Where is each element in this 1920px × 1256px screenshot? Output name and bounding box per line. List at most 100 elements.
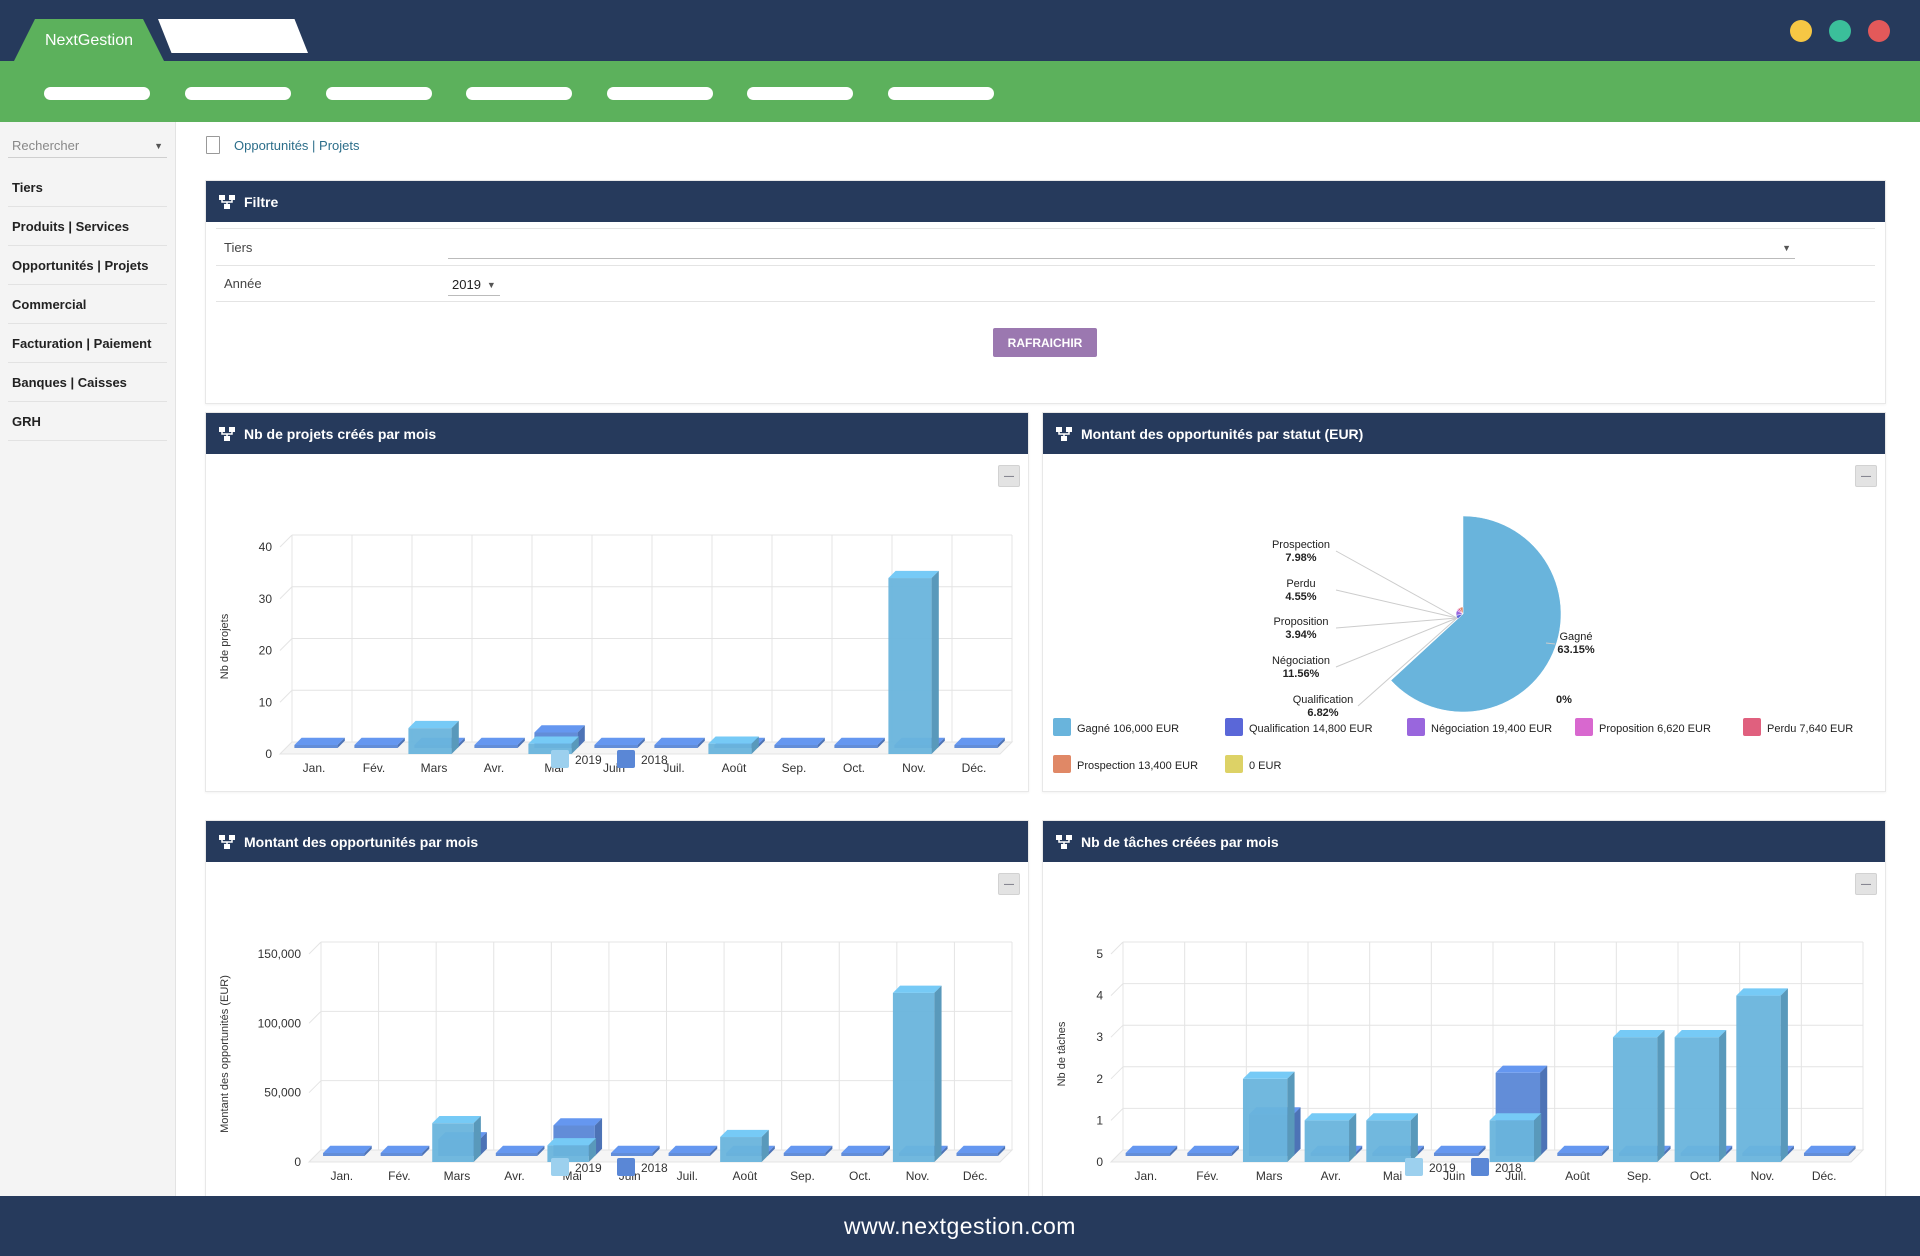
bar-top-2018-Juin: [610, 1145, 660, 1153]
bar-2018-Avr.: [495, 1153, 538, 1156]
bar-side-2018-Mai: [577, 725, 585, 748]
pie-slice-Prospection: [1459, 606, 1464, 615]
menu-item-7[interactable]: [888, 87, 994, 100]
menu-item-6[interactable]: [747, 87, 853, 100]
projects-chart-header: Nb de projets créés par mois: [206, 413, 1028, 454]
pie-data-pct: 3.94%: [1285, 629, 1316, 641]
sidebar-item-tiers[interactable]: Tiers: [8, 168, 167, 207]
legend-label-2019: 2019: [1429, 1161, 1456, 1175]
menu-item-5[interactable]: [607, 87, 713, 100]
bar-top-2018-Déc.: [956, 1145, 1006, 1153]
legend-label-2018: 2018: [641, 1161, 668, 1175]
bar-top-2018-Jan.: [1125, 1145, 1178, 1153]
close-button[interactable]: [1868, 20, 1890, 42]
bar-top-2019-Oct.: [1674, 1030, 1727, 1038]
bar-2018-Déc.: [956, 1153, 998, 1156]
sitemap-icon: [219, 426, 235, 441]
pie-data-pct: 0%: [1556, 694, 1572, 706]
bar-2018-Sep.: [783, 1153, 826, 1156]
sidebar-item-facturation[interactable]: Facturation | Paiement: [8, 324, 167, 363]
bar-side-2018-Avr.: [517, 737, 525, 748]
breadcrumb-link[interactable]: Opportunités | Projets: [234, 137, 360, 153]
gridline-depth: [279, 638, 293, 651]
bar-side-2018-Jan.: [1170, 1145, 1178, 1156]
menu-item-4[interactable]: [466, 87, 572, 100]
menu-item-2[interactable]: [185, 87, 291, 100]
y-tick-label: 1: [1096, 1113, 1103, 1127]
sidebar-item-produits[interactable]: Produits | Services: [8, 207, 167, 246]
bar-2018-Oct.: [834, 745, 878, 748]
bar-2019-Mai: [528, 743, 572, 754]
legend-label-Perdu: Perdu 7,640 EUR: [1767, 723, 1853, 735]
pie-connector: [1335, 589, 1458, 619]
sidebar-item-commercial[interactable]: Commercial: [8, 285, 167, 324]
bar-side-2018-Nov.: [940, 1145, 948, 1156]
annee-select[interactable]: 2019 ▼: [448, 274, 500, 296]
x-tick-label: Déc.: [1812, 1169, 1837, 1183]
bar-2018-Juin: [1433, 1153, 1479, 1156]
bar-side-2019-Mai: [571, 736, 579, 754]
projects-chart-panel: Nb de projets créés par mois — 0 10 20 30 40…: [205, 412, 1029, 792]
search-select[interactable]: Rechercher ▼: [8, 134, 167, 158]
gridline-depth: [279, 689, 293, 703]
y-tick-label: 3: [1096, 1030, 1103, 1044]
tiers-select[interactable]: ▼: [448, 237, 1795, 259]
x-tick-label: Mars: [1256, 1169, 1283, 1183]
tab-blank[interactable]: [158, 19, 308, 53]
legend-swatch-2019: [551, 1158, 569, 1176]
status-pie-panel: Montant des opportunités par statut (EUR…: [1042, 412, 1886, 792]
legend-swatch-2018: [617, 750, 635, 768]
legend-label-Prospection: Prospection 13,400 EUR: [1077, 760, 1198, 772]
menu-item-1[interactable]: [44, 87, 150, 100]
bar-top-2018-Jan.: [294, 737, 345, 745]
menu-item-3[interactable]: [326, 87, 432, 100]
bar-top-2018-Fév.: [380, 1145, 430, 1153]
x-tick-label: Sep.: [1627, 1169, 1652, 1183]
legend-label-Négociation: Négociation 19,400 EUR: [1431, 723, 1552, 735]
y-axis-label: Nb de tâches: [1056, 1021, 1068, 1086]
gridline-depth: [308, 1080, 322, 1094]
maximize-button[interactable]: [1829, 20, 1851, 42]
sitemap-icon: [219, 834, 235, 849]
projects-chart-title: Nb de projets créés par mois: [244, 425, 437, 442]
collapse-button[interactable]: —: [998, 873, 1020, 895]
bar-side-2018-Nov.: [1786, 1145, 1794, 1156]
tab-nextgestion[interactable]: NextGestion: [14, 19, 164, 61]
refresh-button[interactable]: RAFRAICHIR: [993, 328, 1097, 357]
sidebar-item-grh[interactable]: GRH: [8, 402, 167, 441]
bar-2019-Sep.: [1612, 1037, 1658, 1162]
bar-top-2019-Mars: [408, 720, 459, 729]
y-axis-label: Montant des opportunités (EUR): [219, 975, 231, 1133]
y-tick-label: 30: [259, 592, 273, 606]
x-tick-label: Juin: [1443, 1169, 1465, 1183]
gridline-depth: [1110, 983, 1124, 996]
legend-label-Gagné: Gagné 106,000 EUR: [1077, 723, 1179, 735]
bar-top-2019-Août: [720, 1129, 769, 1138]
filter-panel: Filtre Tiers ▼ Année 2019 ▼ RAFRAICHIR: [205, 180, 1886, 404]
bar-side-2019-Août: [751, 736, 759, 754]
bar-side-2018-Juil.: [697, 737, 705, 748]
collapse-button[interactable]: —: [1855, 465, 1877, 487]
collapse-button[interactable]: —: [1855, 873, 1877, 895]
document-icon: [206, 136, 220, 154]
bar-side-2018-Juil.: [710, 1145, 718, 1156]
bar-top-2019-Nov.: [1736, 988, 1788, 996]
y-tick-label: 100,000: [258, 1016, 302, 1030]
sidebar-item-banques[interactable]: Banques | Caisses: [8, 363, 167, 402]
bar-2018-Juin: [594, 745, 638, 748]
bar-top-2018-Sep.: [783, 1145, 833, 1153]
minimize-button[interactable]: [1790, 20, 1812, 42]
collapse-button[interactable]: —: [998, 465, 1020, 487]
pie-data-label: Proposition: [1273, 616, 1328, 628]
sidebar-item-opportunites[interactable]: Opportunités | Projets: [8, 246, 167, 285]
bar-top-2018-Déc.: [1803, 1145, 1856, 1153]
bar-side-2018-Déc.: [997, 737, 1005, 748]
bar-2019-Août: [720, 1137, 762, 1162]
amount-chart-title: Montant des opportunités par mois: [244, 833, 479, 850]
legend-swatch-Proposition: [1575, 718, 1593, 736]
bar-side-2018-Avr.: [1355, 1145, 1363, 1156]
bar-top-2019-Juil.: [1489, 1113, 1542, 1121]
x-tick-label: Déc.: [962, 761, 987, 775]
x-tick-label: Oct.: [843, 761, 865, 775]
